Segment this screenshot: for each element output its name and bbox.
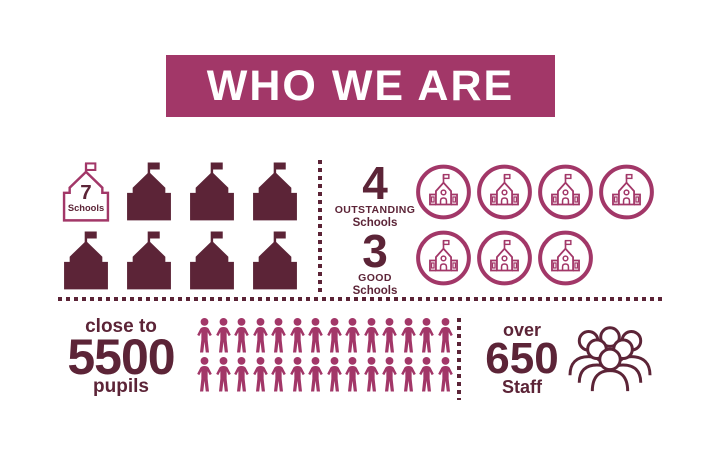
school-in-circle-icon bbox=[476, 229, 533, 287]
page-title: WHO WE ARE bbox=[206, 61, 515, 110]
title-banner: WHO WE ARE bbox=[166, 55, 555, 117]
school-in-circle-icon bbox=[598, 163, 655, 221]
person-icon bbox=[233, 317, 250, 354]
person-icon bbox=[381, 317, 398, 354]
person-icon bbox=[215, 317, 232, 354]
vertical-dotted-divider bbox=[318, 160, 322, 292]
person-icon bbox=[270, 317, 287, 354]
good-schools-label: Schools bbox=[352, 285, 398, 297]
outstanding-school-icons bbox=[415, 163, 655, 221]
person-icon bbox=[307, 356, 324, 393]
person-icon bbox=[437, 356, 454, 393]
school-building-icon bbox=[121, 159, 177, 222]
vertical-dotted-divider-bottom bbox=[457, 318, 461, 400]
person-icon bbox=[270, 356, 287, 393]
person-icon bbox=[196, 317, 213, 354]
school-building-icon bbox=[184, 228, 240, 291]
school-building-icon bbox=[247, 159, 303, 222]
person-icon bbox=[381, 356, 398, 393]
pupils-label: pupils bbox=[93, 376, 149, 397]
pupils-count: 5500 bbox=[67, 329, 175, 385]
school-building-icon bbox=[247, 228, 303, 291]
person-icon bbox=[326, 317, 343, 354]
person-icon bbox=[363, 356, 380, 393]
schools-count-label: Schools bbox=[68, 203, 104, 213]
person-icon bbox=[233, 356, 250, 393]
schools-pictogram-grid: 7 Schools bbox=[58, 159, 303, 291]
school-in-circle-icon bbox=[537, 163, 594, 221]
person-icon bbox=[400, 356, 417, 393]
school-building-icon bbox=[58, 228, 114, 291]
pupils-pictogram-grid bbox=[196, 317, 454, 393]
schools-count-card: 7 Schools bbox=[58, 159, 114, 222]
school-in-circle-icon bbox=[537, 229, 594, 287]
school-in-circle-icon bbox=[476, 163, 533, 221]
person-icon bbox=[215, 356, 232, 393]
school-outline-icon: 7 Schools bbox=[62, 162, 110, 222]
person-icon bbox=[418, 356, 435, 393]
pupils-qualifier: close to bbox=[85, 316, 157, 337]
person-icon bbox=[363, 317, 380, 354]
outstanding-count: 4 bbox=[362, 157, 388, 209]
person-icon bbox=[437, 317, 454, 354]
outstanding-schools-stat: 4 OUTSTANDING Schools bbox=[327, 157, 423, 230]
good-count: 3 bbox=[362, 225, 388, 277]
school-building-icon bbox=[121, 228, 177, 291]
person-icon bbox=[289, 356, 306, 393]
staff-stat: over 650 Staff bbox=[468, 320, 576, 398]
person-icon bbox=[326, 356, 343, 393]
school-in-circle-icon bbox=[415, 229, 472, 287]
schools-count: 7 bbox=[80, 181, 91, 204]
person-icon bbox=[307, 317, 324, 354]
people-group-icon bbox=[568, 326, 652, 392]
school-building-icon bbox=[184, 159, 240, 222]
person-icon bbox=[418, 317, 435, 354]
good-rating-label: GOOD bbox=[358, 272, 392, 284]
staff-label: Staff bbox=[502, 377, 542, 397]
staff-qualifier: over bbox=[502, 320, 542, 340]
outstanding-rating-label: OUTSTANDING bbox=[334, 204, 416, 216]
pupils-stat: close to 5500 pupils bbox=[55, 317, 187, 397]
person-icon bbox=[344, 356, 361, 393]
good-school-icons bbox=[415, 229, 594, 287]
person-icon bbox=[400, 317, 417, 354]
good-schools-stat: 3 GOOD Schools bbox=[327, 225, 423, 298]
staff-count: 650 bbox=[485, 334, 559, 383]
person-icon bbox=[344, 317, 361, 354]
outstanding-schools-label: Schools bbox=[352, 217, 398, 229]
person-icon bbox=[196, 356, 213, 393]
person-icon bbox=[289, 317, 306, 354]
horizontal-dotted-divider bbox=[58, 297, 664, 301]
person-icon bbox=[252, 317, 269, 354]
school-in-circle-icon bbox=[415, 163, 472, 221]
person-icon bbox=[252, 356, 269, 393]
